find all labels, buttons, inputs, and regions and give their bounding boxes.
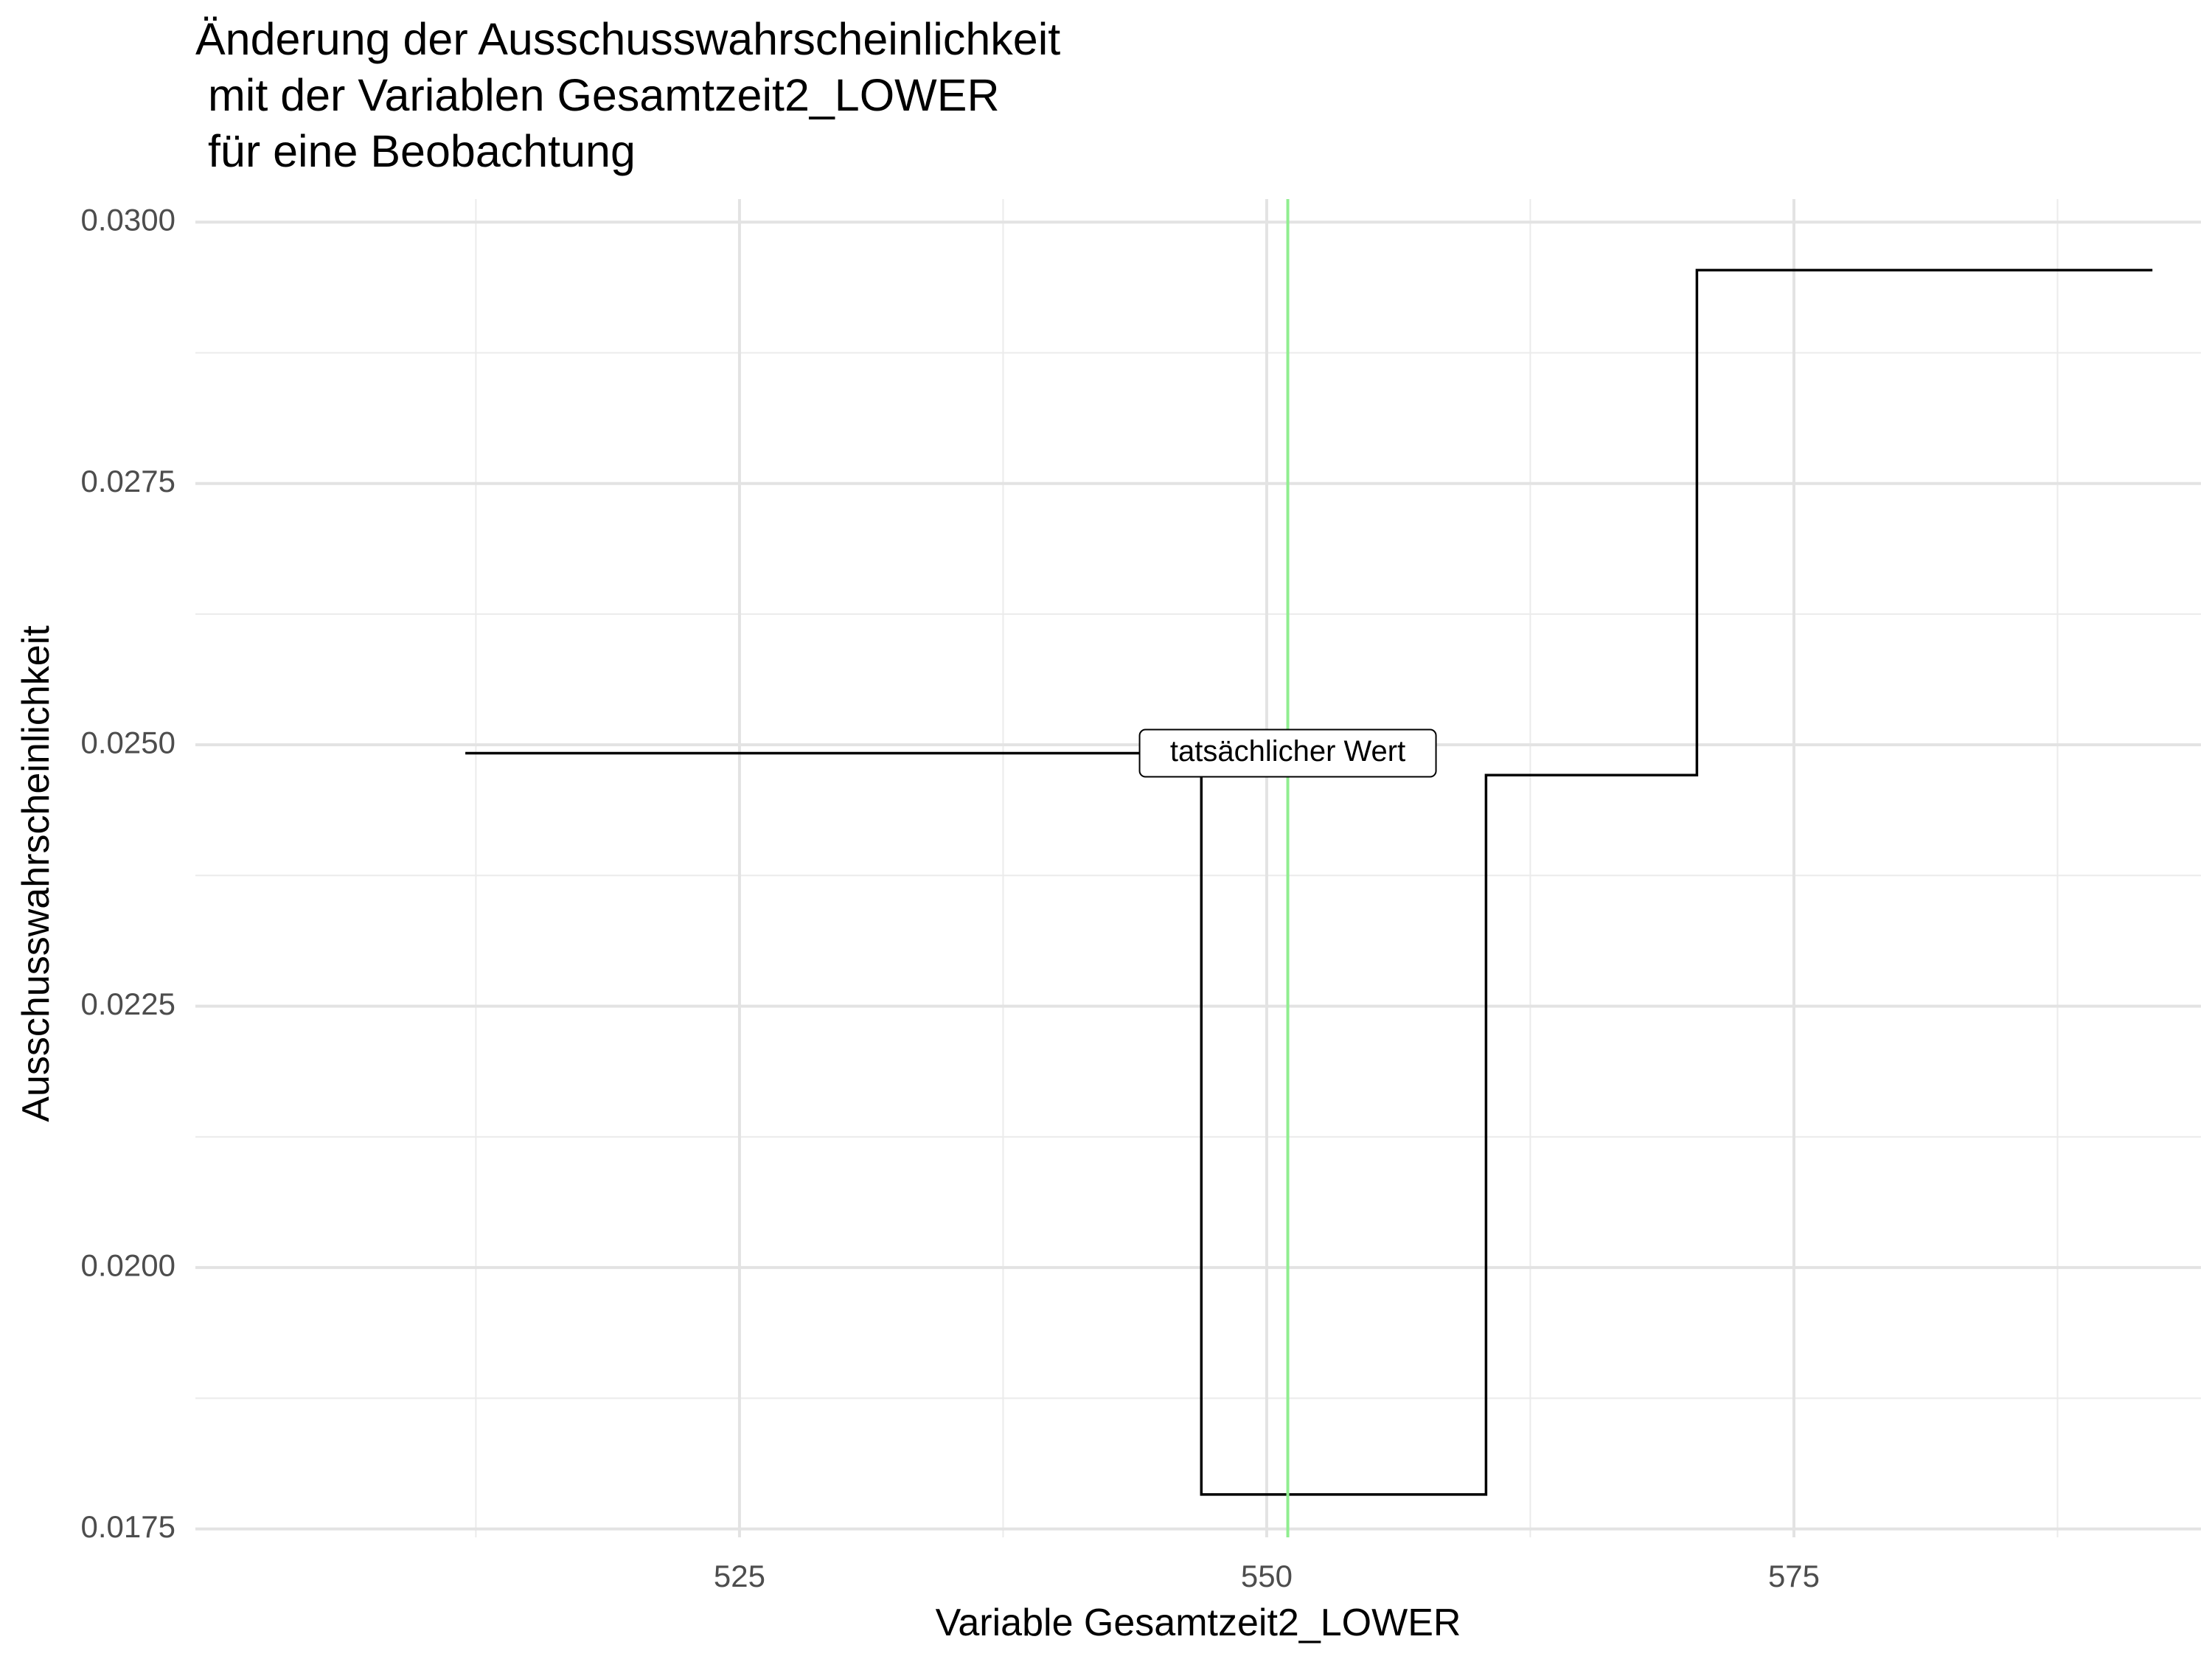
y-tick-label: 0.0250	[81, 725, 175, 759]
grid-layer	[195, 199, 2201, 1537]
annotation-label: tatsächlicher Wert	[1170, 735, 1405, 768]
tick-label-layer: 525 550 575 0.0175 0.0200 0.0225 0.0250 0.0275 0…	[81, 202, 1820, 1593]
chart-title-line-1: Änderung der Ausschusswahrscheinlichkeit	[195, 14, 1060, 64]
x-tick-label: 575	[1768, 1559, 1820, 1593]
annotation-label-box	[1138, 728, 1437, 778]
chart-title-line-2: mit der Variablen Gesamtzeit2_LOWER	[195, 70, 1000, 120]
annotation-layer: tatsächlicher Wert	[1138, 728, 1437, 778]
series-layer	[465, 268, 2153, 1496]
step-line-series	[465, 268, 2153, 1496]
x-tick-label: 550	[1241, 1559, 1293, 1593]
x-axis-title: Variable Gesamtzeit2_LOWER	[936, 1601, 1461, 1644]
x-tick-label: 525	[714, 1559, 765, 1593]
chart-title-line-3: für eine Beobachtung	[195, 126, 636, 176]
y-tick-label: 0.0300	[81, 202, 175, 237]
y-axis-title: Ausschusswahrscheinlichkeit	[15, 625, 58, 1122]
y-tick-label: 0.0275	[81, 464, 175, 498]
y-tick-label: 0.0225	[81, 987, 175, 1021]
y-tick-label: 0.0175	[81, 1509, 175, 1544]
y-tick-label: 0.0200	[81, 1248, 175, 1282]
